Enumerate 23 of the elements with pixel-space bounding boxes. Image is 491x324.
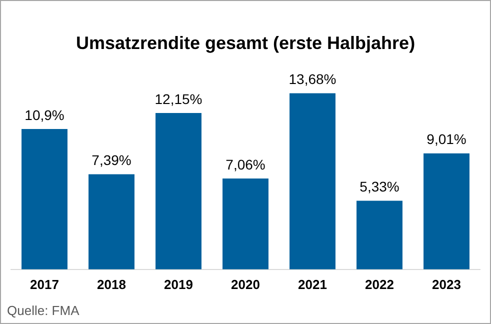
bar (290, 93, 336, 270)
data-label: 5,33% (360, 178, 400, 195)
bar (88, 174, 134, 270)
data-label: 9,01% (426, 131, 466, 148)
x-tick-label: 2017 (30, 276, 59, 292)
data-label: 7,39% (92, 152, 132, 168)
bar (222, 178, 268, 270)
x-tick-label: 2021 (298, 276, 327, 292)
data-label: 13,68% (288, 71, 336, 88)
x-tick-label: 2020 (231, 276, 260, 292)
bar (156, 112, 202, 270)
x-tick-label: 2023 (432, 276, 461, 292)
bar (424, 153, 470, 270)
x-tick-label: 2019 (164, 276, 193, 292)
data-label: 10,9% (24, 106, 64, 123)
chart-title: Umsatzrendite gesamt (erste Halbjahre) (76, 32, 416, 53)
bar (356, 200, 402, 270)
x-tick-label: 2022 (365, 276, 394, 292)
source-note: Quelle: FMA (7, 303, 80, 318)
bar (22, 129, 68, 270)
data-label: 7,06% (226, 156, 266, 172)
x-tick-label: 2018 (97, 276, 126, 292)
data-label: 12,15% (154, 90, 202, 107)
